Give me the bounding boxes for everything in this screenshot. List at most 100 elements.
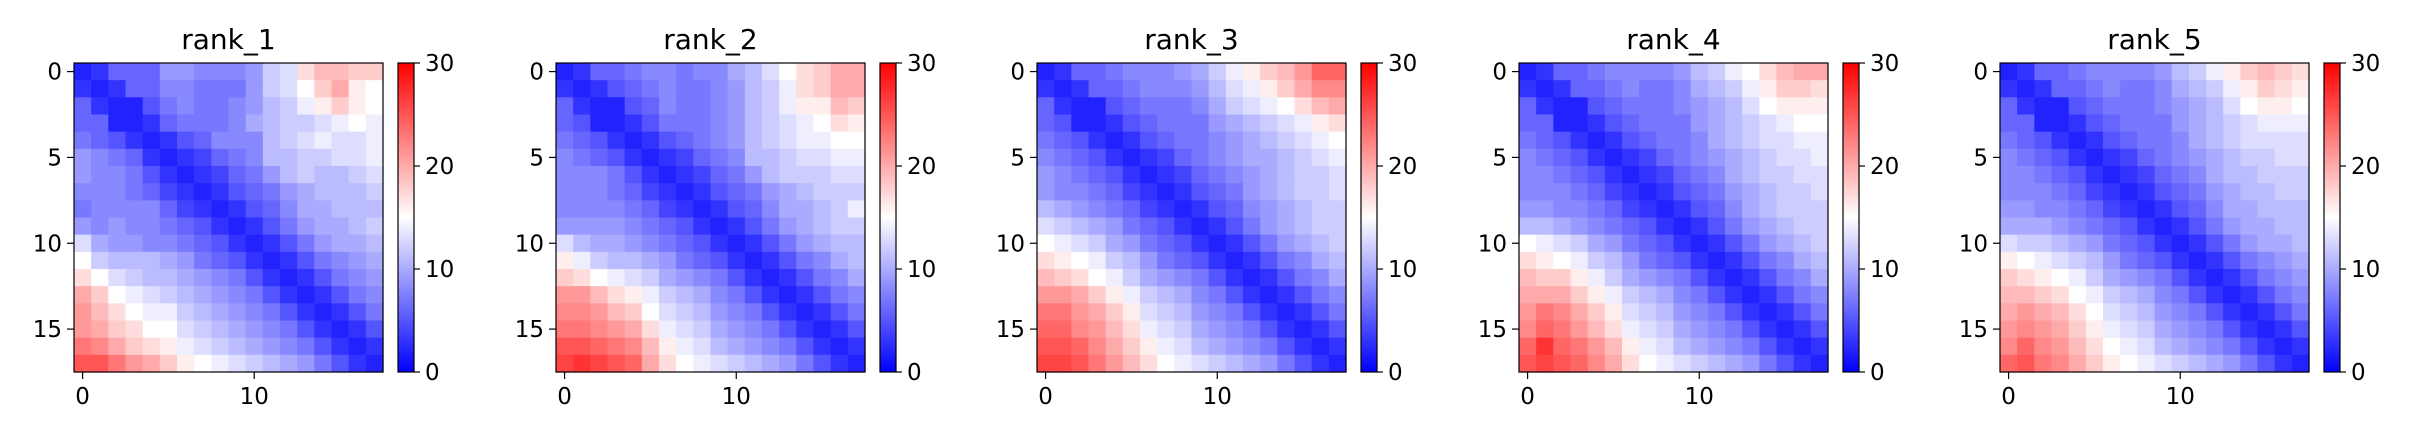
heatmap-cell [2223,234,2241,253]
heatmap-cell [1122,337,1141,356]
heatmap-cell [142,234,161,253]
heatmap-cell [2206,217,2224,236]
heatmap-cell [1088,320,1107,339]
heatmap-cell [159,166,178,184]
heatmap-cell [1570,251,1589,270]
heatmap-cell [211,320,230,339]
heatmap-cell [1054,217,1072,236]
heatmap-cell [297,217,315,236]
heatmap-cell [91,217,109,236]
heatmap-cell [331,303,350,322]
heatmap-cell [159,80,178,98]
colorbar-tick-label: 30 [425,51,454,77]
heatmap-cell [1536,148,1554,167]
heatmap-cell [1553,114,1572,133]
heatmap-cell [1071,200,1090,219]
heatmap-cell [1243,63,1261,81]
heatmap-cell [1071,166,1090,184]
heatmap-cell [1243,131,1261,150]
heatmap-cell [108,148,127,167]
heatmap-cell [607,97,626,116]
heatmap-cell [1174,200,1193,219]
heatmap-cell [280,200,298,219]
heatmap-cell [1243,114,1261,133]
axes-frame [1036,62,1347,373]
heatmap-cell [1690,131,1709,150]
heatmap-cell [1122,148,1141,167]
heatmap-cell [1793,269,1812,287]
heatmap-cell [211,63,230,81]
heatmap-cell [331,166,350,184]
heatmap-cell [1656,269,1675,287]
heatmap-cell [1191,97,1210,116]
heatmap-cell [710,286,729,304]
y-tick-label: 10 [1959,231,1988,257]
heatmap-cell [813,269,832,287]
heatmap-cell [1328,354,1347,373]
heatmap-cell [1570,354,1589,373]
heatmap-cell [142,114,161,133]
heatmap-cell [1622,183,1640,201]
heatmap-cell [796,269,815,287]
heatmap-cell [1536,234,1554,253]
heatmap-cell [1553,183,1572,201]
heatmap-cell [2103,148,2121,167]
heatmap-cell [641,303,660,322]
heatmap-cell [1140,234,1158,253]
heatmap-cell [2017,200,2035,219]
heatmap-cell [142,354,161,373]
heatmap-cell [1157,97,1175,116]
heatmap-cell [1604,131,1623,150]
heatmap-cell [2120,148,2138,167]
heatmap-cell [2171,114,2190,133]
heatmap-cell [1553,131,1572,150]
heatmap-cell [1311,200,1330,219]
heatmap-cell [796,234,815,253]
heatmap-cell [727,80,746,98]
heatmap-cell [1690,234,1709,253]
heatmap-cell [1294,131,1313,150]
heatmap-cell [297,114,315,133]
heatmap-cell [365,63,384,81]
heatmap-cell [1208,234,1227,253]
heatmap-cell [727,234,746,253]
heatmap-cell [1707,286,1726,304]
heatmap-cell [1587,114,1606,133]
heatmap-cell [744,234,763,253]
heatmap-cell [693,131,712,150]
x-tick-label: 10 [2166,384,2195,410]
heatmap-cell [2137,114,2156,133]
heatmap-cell [710,354,729,373]
heatmap-cell [556,63,574,81]
heatmap-cell [830,286,849,304]
heatmap-cell [2068,166,2087,184]
heatmap-cell [779,148,797,167]
heatmap-cell [297,80,315,98]
heatmap-cell [108,251,127,270]
heatmap-cell [1690,63,1709,81]
heatmap-cell [1088,251,1107,270]
heatmap-cell [262,166,281,184]
heatmap-cell [1639,148,1657,167]
heatmap-cell [744,320,763,339]
heatmap-cell [2206,320,2224,339]
heatmap-cell [624,337,643,356]
heatmap-cell [1690,354,1709,373]
heatmap-cell [1174,166,1193,184]
heatmap-cell [659,97,677,116]
heatmap-cell [830,269,849,287]
panel-title: rank_1 [181,23,275,56]
heatmap-cell [1294,337,1313,356]
heatmap-cell [762,148,780,167]
heatmap-cell [297,148,315,167]
heatmap-cell [125,269,144,287]
heatmap-cell [1037,183,1055,201]
heatmap-cell [659,320,677,339]
heatmap-cell [2085,234,2104,253]
heatmap-cell [331,114,350,133]
heatmap-cell [1742,80,1760,98]
heatmap-cell [590,114,609,133]
heatmap-cell [125,234,144,253]
heatmap-cell [142,63,161,81]
heatmap-cell [211,234,230,253]
